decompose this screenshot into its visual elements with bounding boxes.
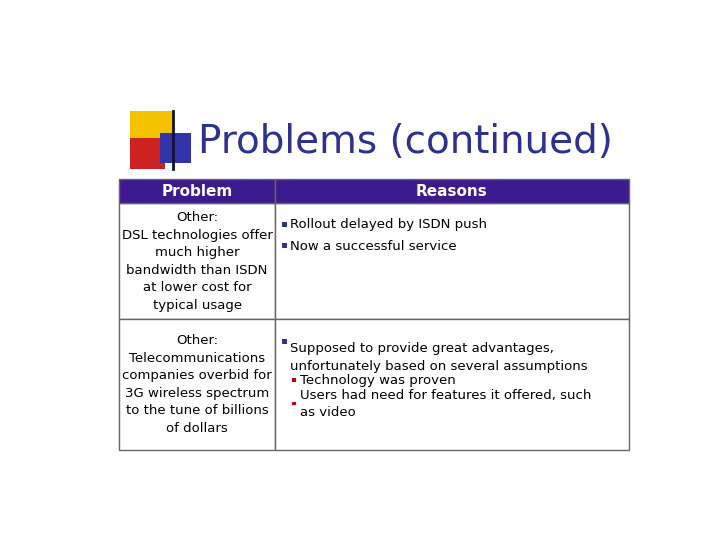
Bar [275,319,629,450]
Text: Problem: Problem [161,184,233,199]
Bar [292,379,296,382]
Text: Other:
Telecommunications
companies overbid for
3G wireless spectrum
to the tune: Other: Telecommunications companies over… [122,334,272,435]
Bar [160,132,191,164]
Bar [130,111,173,150]
Text: Supposed to provide great advantages,
unfortunately based on several assumptions: Supposed to provide great advantages, un… [290,342,588,373]
Bar [120,204,275,319]
Text: Other:
DSL technologies offer
much higher
bandwidth than ISDN
at lower cost for
: Other: DSL technologies offer much highe… [122,211,273,312]
Text: Problems (continued): Problems (continued) [199,123,613,161]
Bar [120,319,275,450]
Text: Technology was proven: Technology was proven [300,374,455,387]
Bar [120,179,275,204]
Text: Users had need for features it offered, such
as video: Users had need for features it offered, … [300,389,591,419]
Bar [130,138,165,169]
Bar [282,339,287,344]
Bar [275,179,629,204]
Bar [282,244,287,248]
Bar [292,402,296,406]
Text: Rollout delayed by ISDN push: Rollout delayed by ISDN push [290,219,487,232]
Bar [282,222,287,226]
Text: Now a successful service: Now a successful service [290,240,457,253]
Text: Reasons: Reasons [416,184,487,199]
Bar [275,204,629,319]
